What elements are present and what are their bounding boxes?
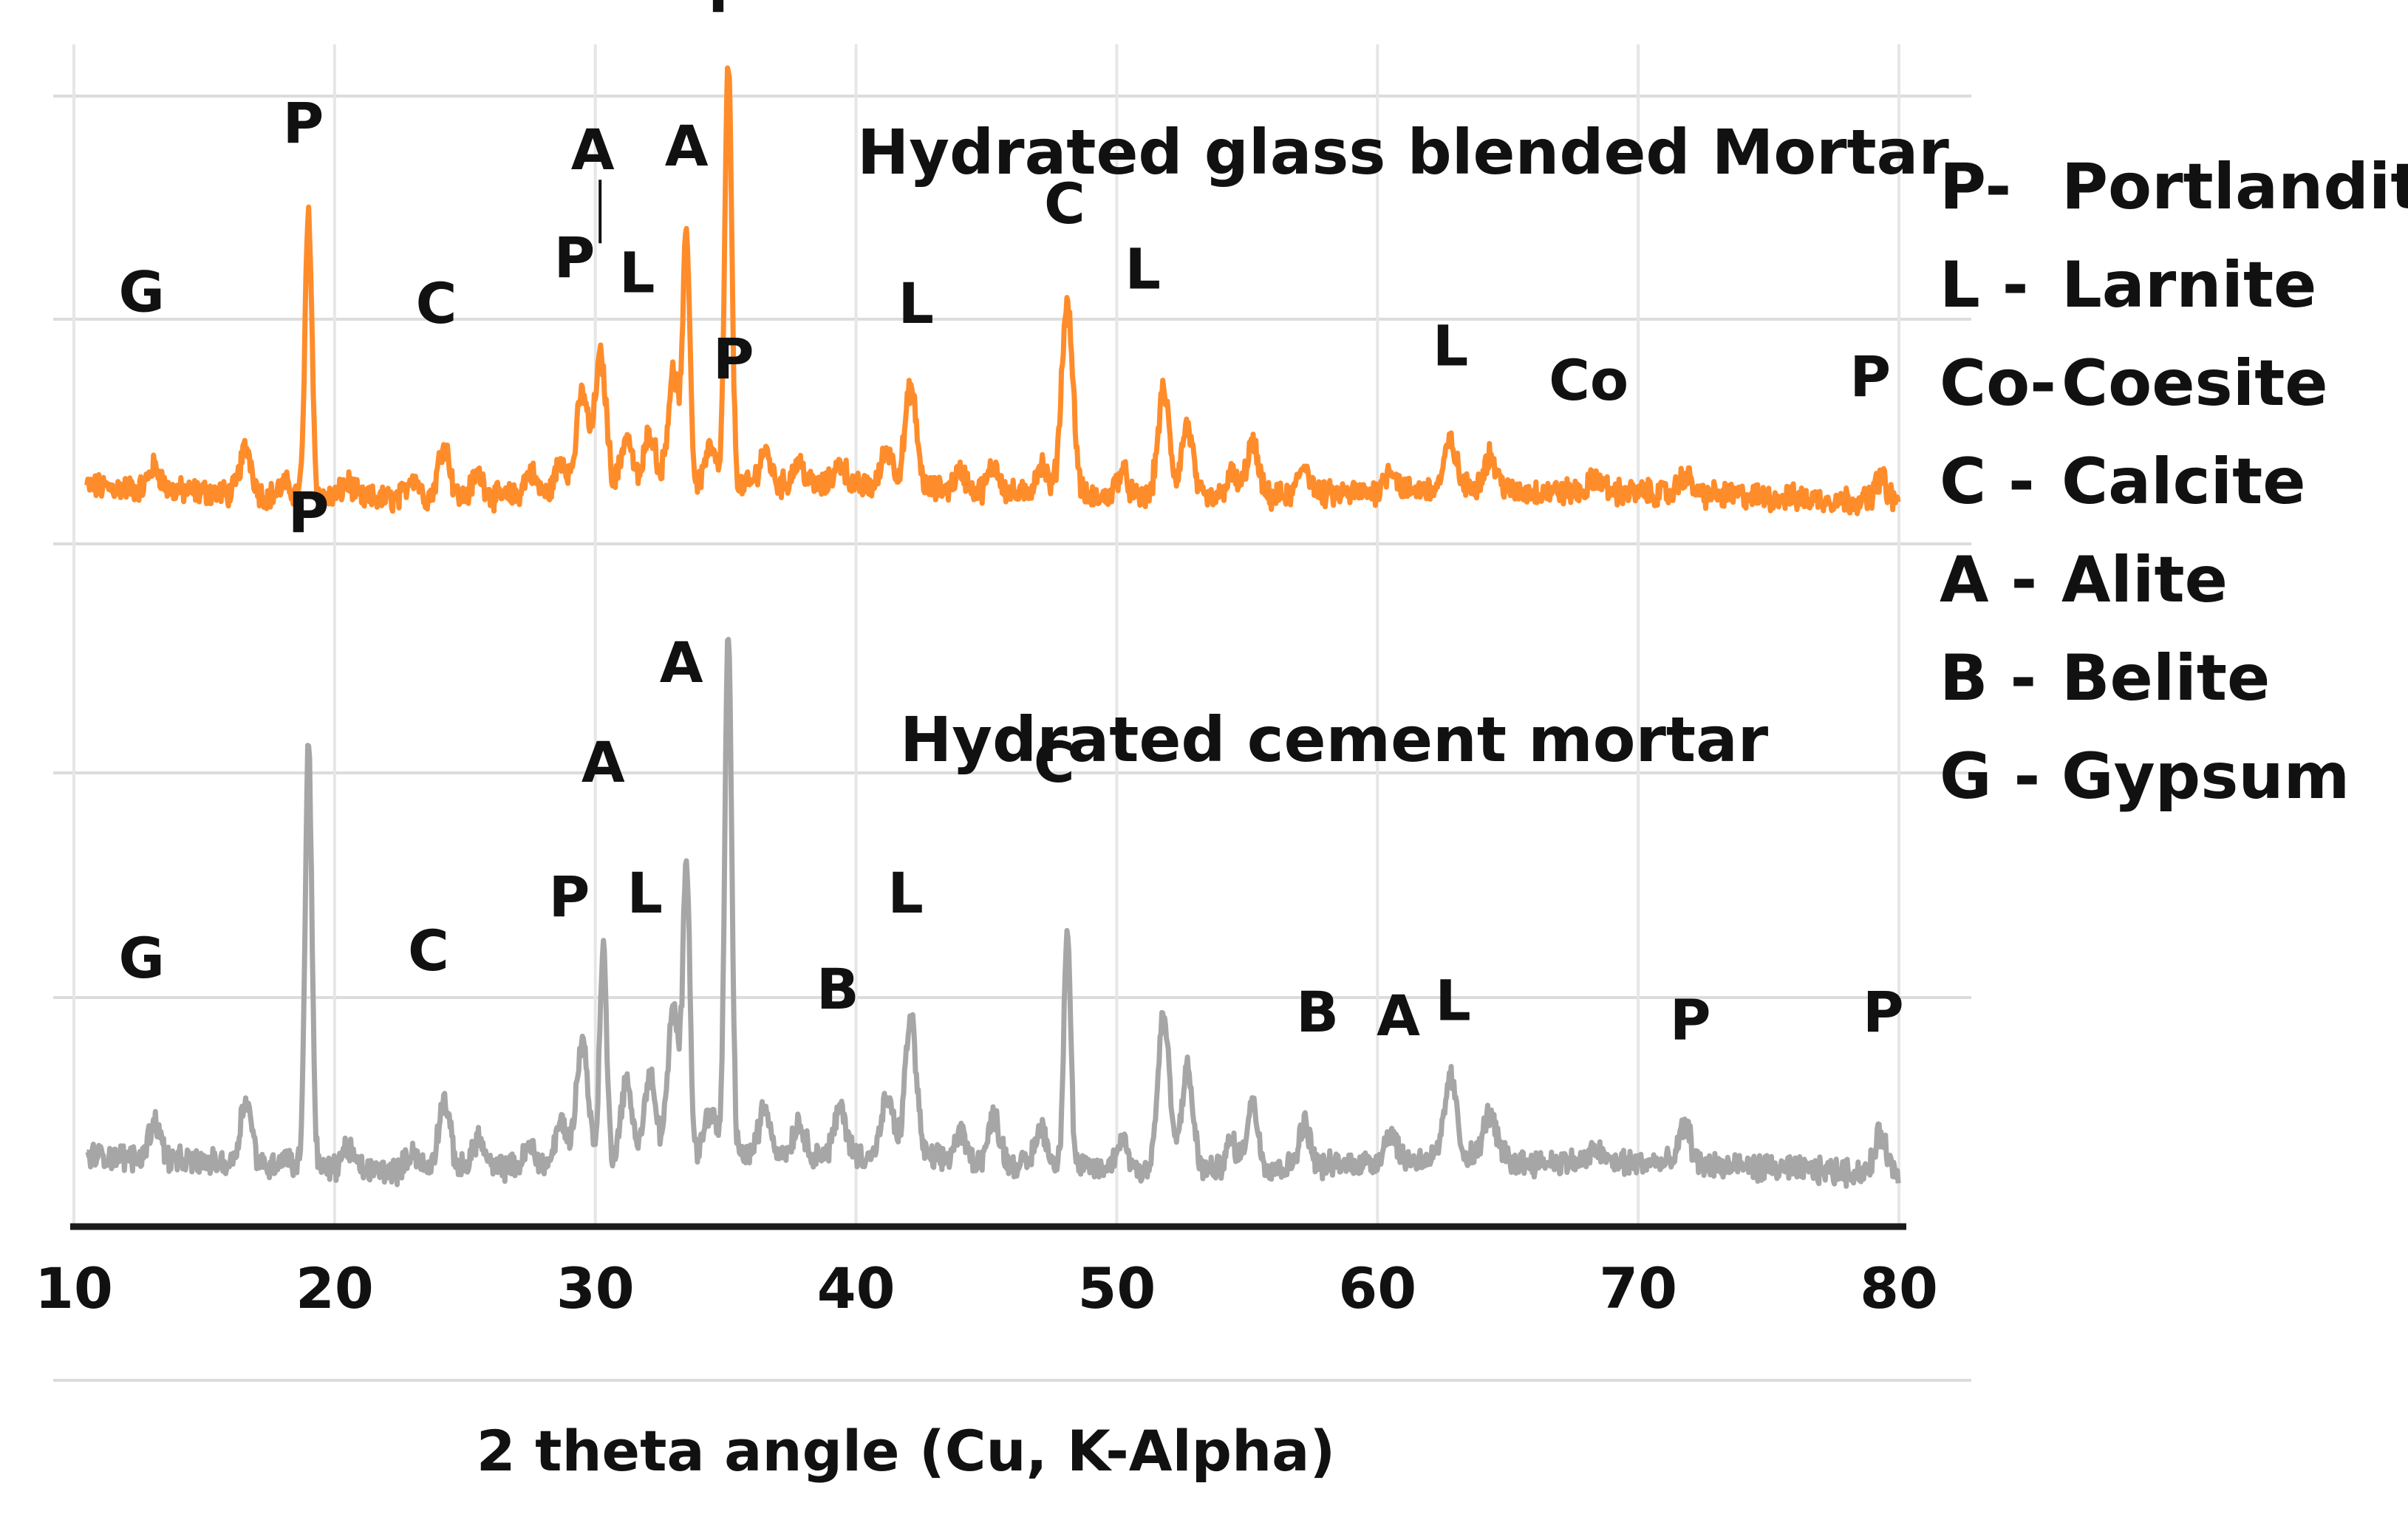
series-title-cement: Hydrated cement mortar bbox=[900, 703, 1769, 776]
x-tick-label: 70 bbox=[1599, 1255, 1677, 1321]
peak-label: P bbox=[708, 0, 749, 25]
x-tick-label: 80 bbox=[1860, 1255, 1938, 1321]
series-title-glass: Hydrated glass blended Mortar bbox=[857, 116, 1949, 188]
x-tick-label: 60 bbox=[1338, 1255, 1416, 1321]
peak-label: P bbox=[713, 326, 754, 392]
peak-label: Co bbox=[1549, 347, 1628, 413]
legend-name: Alite bbox=[2061, 543, 2228, 617]
series-line-0 bbox=[84, 65, 1901, 517]
legend-name: Calcite bbox=[2061, 445, 2306, 519]
peak-label: A bbox=[581, 729, 625, 795]
peak-label: L bbox=[1125, 236, 1160, 301]
legend-name: Portlandite bbox=[2061, 150, 2408, 224]
legend-name: Gypsum bbox=[2061, 740, 2350, 814]
peak-label: P bbox=[1670, 986, 1711, 1052]
peak-label: A bbox=[665, 113, 709, 179]
peak-label: A bbox=[571, 117, 615, 183]
peak-label: C bbox=[1034, 729, 1075, 795]
peak-label: L bbox=[898, 270, 934, 336]
grid-layer bbox=[53, 44, 1971, 1382]
peak-label: L bbox=[627, 860, 663, 926]
x-axis-title: 2 theta angle (Cu, K-Alpha) bbox=[477, 1418, 1335, 1484]
peak-label: P bbox=[554, 225, 596, 290]
peak-label: P bbox=[1849, 344, 1891, 409]
peak-label: L bbox=[887, 860, 923, 926]
x-tick-label: 50 bbox=[1078, 1255, 1156, 1321]
legend-code: L - bbox=[1940, 248, 2028, 322]
peak-label: C bbox=[408, 918, 449, 984]
peak-label: P bbox=[549, 864, 590, 930]
peak-label: A bbox=[1377, 983, 1420, 1049]
legend-name: Larnite bbox=[2061, 248, 2316, 322]
peak-label: G bbox=[119, 259, 165, 325]
peak-label: P bbox=[283, 90, 324, 156]
peak-label: C bbox=[416, 270, 457, 336]
peak-label: C bbox=[1044, 171, 1085, 236]
legend-code: C - bbox=[1940, 445, 2035, 519]
legend-code: G - bbox=[1940, 740, 2040, 814]
legend-code: A - bbox=[1940, 543, 2037, 617]
legend-code: Co- bbox=[1940, 347, 2056, 420]
x-tick-label: 10 bbox=[35, 1255, 113, 1321]
x-axis: 10 20 30 40 50 60 70 80 bbox=[35, 1223, 1938, 1321]
legend-code: P- bbox=[1940, 150, 2011, 224]
legend-name: Coesite bbox=[2061, 347, 2328, 420]
peak-label: B bbox=[1296, 979, 1339, 1045]
x-tick-label: 30 bbox=[556, 1255, 635, 1321]
peak-label: P bbox=[1863, 979, 1904, 1045]
legend-name: Belite bbox=[2061, 641, 2270, 715]
legend-code: B - bbox=[1940, 641, 2036, 715]
peak-label: G bbox=[119, 925, 165, 991]
peak-label: L bbox=[1433, 313, 1468, 378]
peak-label: P bbox=[288, 480, 330, 545]
x-tick-label: 40 bbox=[817, 1255, 896, 1321]
series-layer bbox=[84, 65, 1901, 1189]
peak-label: A bbox=[660, 630, 703, 695]
peak-labels: GPCPALAPLCLLCoPGPCPALAPBLCBALPP bbox=[119, 0, 1904, 1052]
peak-label: L bbox=[1435, 967, 1470, 1033]
x-tick-label: 20 bbox=[296, 1255, 374, 1321]
peak-label: L bbox=[619, 240, 655, 306]
peak-label: B bbox=[816, 956, 859, 1022]
series-line-1 bbox=[85, 636, 1901, 1189]
